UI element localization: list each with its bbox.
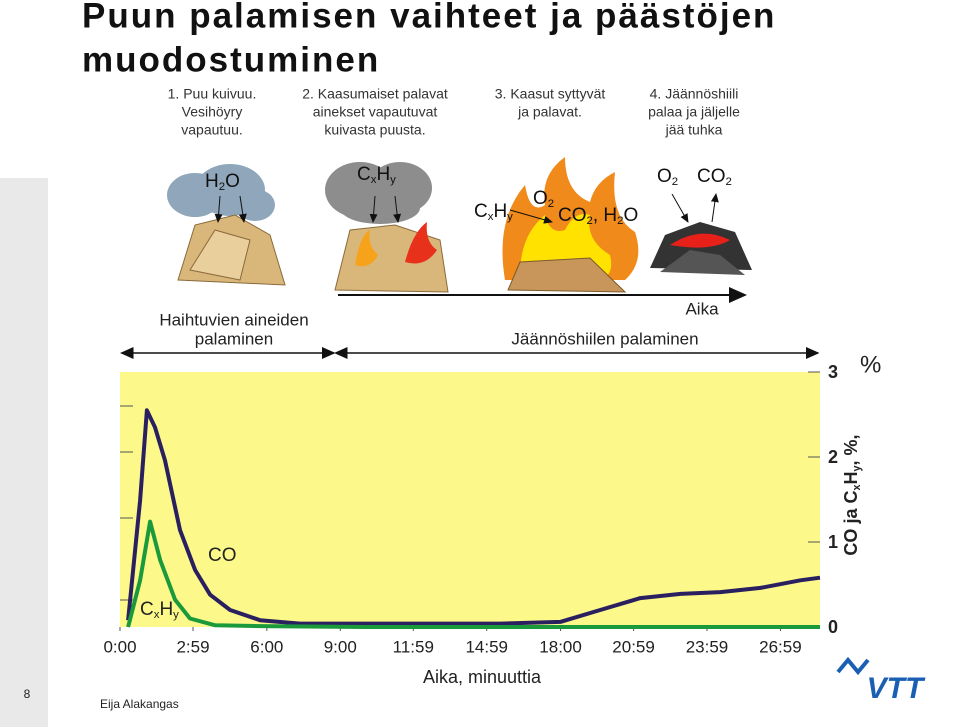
stage-text: vapautuu.	[181, 122, 243, 138]
y-unit: %	[860, 351, 881, 378]
logo: VTT	[836, 656, 926, 705]
stage-text: 1. Puu kuivuu.	[168, 86, 257, 102]
stage-text: kuivasta puusta.	[324, 122, 425, 138]
x-tick-label: 2:59	[176, 637, 209, 656]
x-tick-label: 9:00	[324, 637, 357, 656]
diagram-label: CO2	[697, 166, 732, 188]
y-tick-label: 0	[828, 617, 838, 637]
series-label: CO	[208, 545, 237, 566]
stage1-illustration	[167, 164, 286, 286]
stage2-illustration	[325, 162, 449, 293]
x-tick-label: 23:59	[686, 637, 729, 656]
author: Eija Alakangas	[100, 697, 179, 711]
y-axis-label: CO ja CxHy, %,	[841, 434, 863, 555]
phase-label: palaminen	[195, 329, 273, 348]
x-tick-label: 14:59	[465, 637, 508, 656]
stage-text: 4. Jäännöshiili	[650, 86, 739, 102]
stage-text: ainekset vapautuvat	[313, 104, 438, 120]
stage-text: 3. Kaasut syttyvät	[495, 86, 606, 102]
x-tick-label: 26:59	[759, 637, 802, 656]
x-tick-label: 18:00	[539, 637, 582, 656]
x-tick-label: 0:00	[103, 637, 136, 656]
plot-background	[120, 372, 820, 627]
slide-number: 8	[24, 687, 31, 701]
stage4-illustration	[650, 193, 752, 275]
y-tick-label: 2	[828, 447, 838, 467]
series-line	[126, 519, 820, 629]
x-tick-label: 11:59	[393, 637, 434, 656]
x-axis-label: Aika, minuuttia	[423, 667, 542, 687]
stage-text: Vesihöyry	[182, 104, 243, 120]
stage-text: palaa ja jäljelle	[648, 104, 740, 120]
series-line	[126, 408, 821, 626]
title: Puun palamisen vaihteet ja päästöjen	[82, 0, 776, 35]
phase-label: Haihtuvien aineiden	[159, 310, 308, 329]
y-tick-label: 1	[828, 532, 838, 552]
stage3-illustration	[502, 157, 639, 293]
diagram-label: CxHy	[357, 164, 396, 186]
stage-text: jää tuhka	[665, 122, 723, 138]
logo-text: VTT	[867, 672, 926, 705]
stage-text: 2. Kaasumaiset palavat	[302, 86, 448, 102]
diagram-label: H2O	[205, 171, 240, 193]
series-label: CxHy	[140, 599, 179, 621]
diagram-label: O2	[533, 188, 554, 210]
stage-text: ja palavat.	[517, 104, 582, 120]
diagram-label: O2	[657, 166, 678, 188]
diagram-label: CO2, H2O	[558, 205, 638, 227]
side-strip	[0, 178, 48, 727]
y-tick-label: 3	[828, 362, 838, 382]
phase-label: Aika	[685, 299, 719, 318]
x-tick-label: 20:59	[612, 637, 655, 656]
x-tick-label: 6:00	[250, 637, 283, 656]
phase-label: Jäännöshiilen palaminen	[511, 329, 698, 348]
diagram-label: CxHy	[474, 201, 513, 223]
plot: 0:00 2:59 6:00 9:00 11:59 14:59 18:00 20:59 23:5…	[103, 351, 881, 686]
title: muodostuminen	[82, 40, 380, 79]
